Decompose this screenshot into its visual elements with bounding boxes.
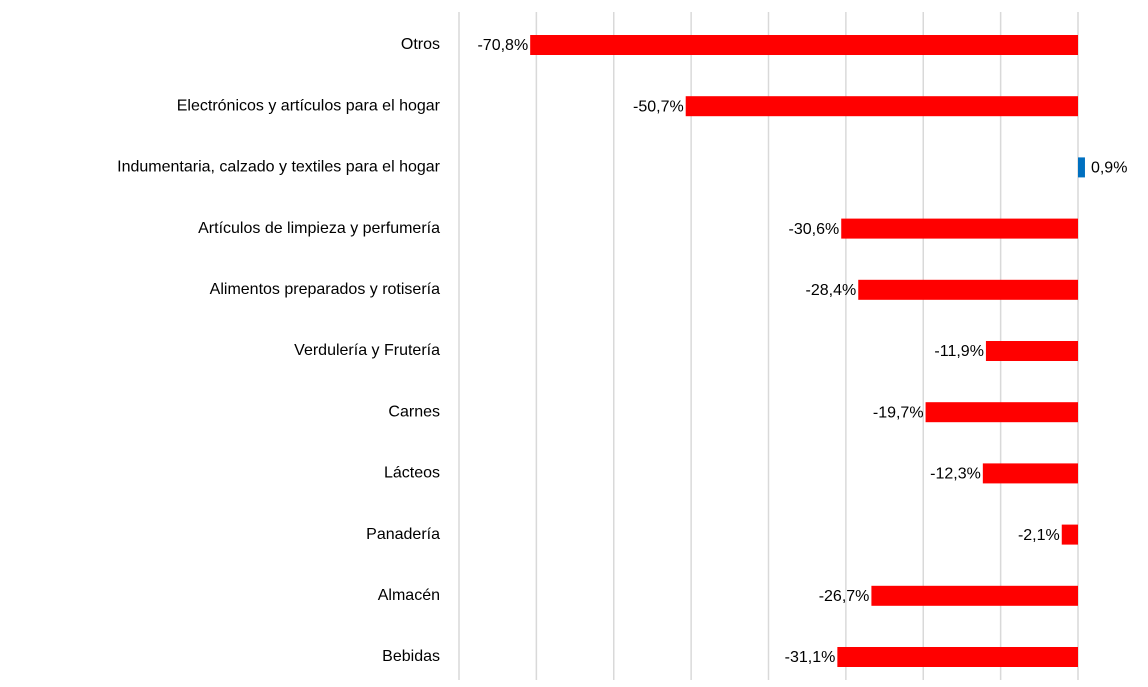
bar: [837, 647, 1078, 667]
bar: [985, 341, 1078, 361]
bar: [858, 279, 1078, 300]
bar: [685, 96, 1078, 117]
value-label: -70,8%: [477, 37, 528, 54]
category-label: Verdulería y Frutería: [294, 342, 440, 359]
category-label: Almacén: [378, 587, 440, 604]
value-label: -19,7%: [873, 404, 924, 421]
bar: [530, 35, 1078, 55]
category-label: Electrónicos y artículos para el hogar: [177, 97, 441, 114]
category-label: Bebidas: [382, 648, 440, 665]
bar: [1078, 157, 1085, 178]
value-label: -30,6%: [789, 221, 840, 238]
value-label: -31,1%: [785, 649, 836, 666]
category-label: Artículos de limpieza y perfumería: [198, 220, 440, 237]
category-label: Lácteos: [384, 465, 440, 482]
value-label: -11,9%: [934, 343, 984, 360]
bar: [982, 463, 1078, 484]
bar: [841, 218, 1078, 239]
category-label: Alimentos preparados y rotisería: [210, 281, 440, 298]
category-label: Indumentaria, calzado y textiles para el…: [117, 159, 441, 176]
value-label: -28,4%: [806, 282, 857, 299]
bar: [925, 402, 1078, 423]
value-label: 0,9%: [1091, 160, 1127, 177]
category-label: Otros: [401, 36, 440, 53]
category-label: Panadería: [366, 526, 440, 543]
bar: [871, 585, 1078, 606]
value-label: -12,3%: [930, 466, 981, 483]
value-label: -2,1%: [1018, 527, 1060, 544]
category-label: Carnes: [388, 403, 440, 420]
value-label: -26,7%: [819, 588, 870, 605]
value-label: -50,7%: [633, 98, 684, 115]
bar: [1061, 524, 1078, 545]
